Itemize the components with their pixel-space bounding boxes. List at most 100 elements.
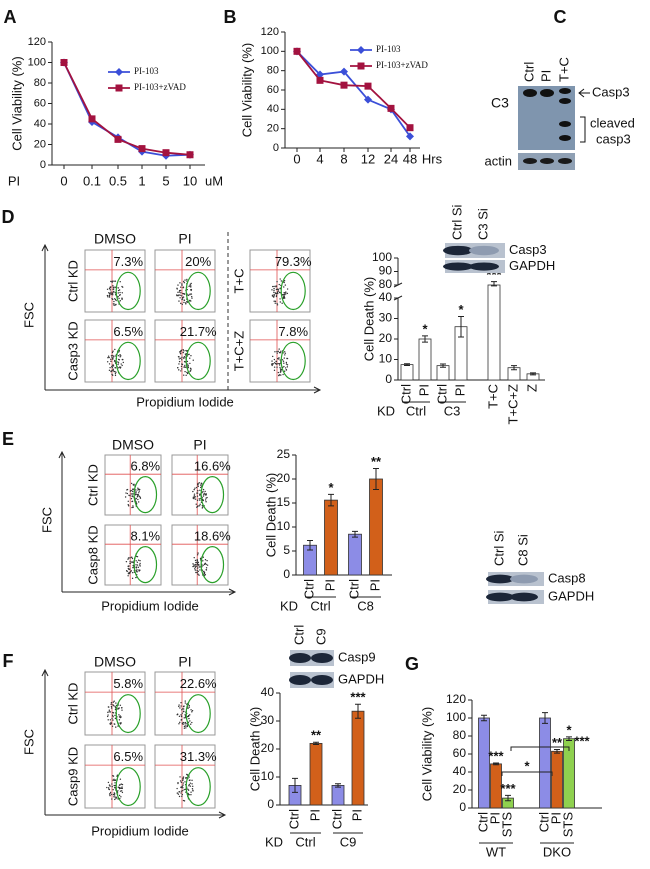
event-dot: [117, 361, 119, 363]
event-dot: [184, 366, 187, 368]
x-tick-label: Ctrl: [286, 809, 301, 829]
event-dot: [192, 789, 194, 792]
event-dot: [187, 794, 190, 796]
event-dot: [107, 787, 110, 789]
x-axis-label: Propidium Iodide: [136, 394, 234, 409]
event-dot: [187, 294, 190, 297]
error-bar: [422, 335, 428, 343]
fsc-axis: [41, 243, 49, 390]
panel-letter: B: [224, 7, 237, 27]
event-dot: [280, 350, 282, 353]
y-tick-label: 40: [267, 103, 279, 115]
event-dot: [276, 291, 279, 294]
event-dot: [117, 367, 119, 369]
event-dot: [118, 787, 121, 790]
y-axis-label: Cell Death (%): [247, 707, 262, 792]
event-dot: [274, 351, 276, 353]
event-dot: [204, 493, 207, 496]
event-dot: [275, 285, 277, 287]
error-bar: [335, 783, 341, 788]
event-dot: [112, 716, 114, 718]
event-dot: [284, 367, 287, 369]
band: [523, 89, 537, 97]
event-dot: [188, 776, 190, 778]
event-dot: [181, 303, 183, 306]
event-dot: [187, 707, 189, 710]
event-dot: [117, 287, 120, 289]
event-dot: [121, 285, 123, 288]
band: [510, 592, 538, 602]
marker: [364, 95, 372, 104]
event-dot: [127, 505, 130, 507]
event-dot: [285, 293, 287, 295]
x-tick-label: 5: [162, 173, 169, 188]
event-dot: [136, 564, 139, 566]
event-dot: [283, 370, 286, 372]
y-axis-label: Cell Viability (%): [419, 707, 434, 801]
panel-letter: E: [2, 429, 14, 449]
event-dot: [180, 302, 182, 305]
event-dot: [196, 495, 199, 497]
event-dot: [283, 281, 285, 284]
event-dot: [186, 723, 188, 725]
event-dot: [113, 298, 116, 300]
event-dot: [206, 496, 208, 499]
data-line: [63, 62, 191, 157]
bar: [331, 785, 345, 806]
event-dot: [137, 487, 139, 489]
event-dot: [125, 560, 128, 563]
marker: [406, 132, 414, 141]
error-bar: [458, 315, 464, 338]
event-dot: [193, 488, 195, 491]
event-dot: [180, 719, 183, 721]
event-dot: [110, 280, 112, 283]
event-dot: [118, 294, 121, 297]
event-dot: [108, 709, 111, 711]
marker: [387, 104, 395, 112]
significance: ***: [500, 781, 516, 796]
panel-letter: D: [2, 207, 15, 227]
event-dot: [108, 369, 111, 371]
event-dot: [107, 296, 109, 298]
y-axis-label: FSC: [39, 507, 54, 533]
event-dot: [272, 285, 274, 288]
event-dot: [129, 562, 132, 565]
band: [289, 653, 311, 663]
gate-percentage: 6.8%: [130, 458, 160, 473]
event-dot: [180, 702, 182, 704]
event-dot: [183, 800, 186, 802]
x-unit: Hrs: [422, 151, 443, 166]
event-dot: [118, 350, 121, 352]
event-dot: [184, 781, 186, 783]
event-dot: [113, 304, 115, 307]
event-dot: [111, 798, 113, 800]
event-dot: [114, 779, 116, 782]
event-dot: [121, 298, 123, 301]
gate: [115, 767, 141, 807]
event-dot: [198, 498, 200, 500]
error-bar: [505, 794, 511, 802]
fsc-axis: [58, 450, 66, 592]
event-dot: [130, 561, 133, 563]
event-dot: [188, 706, 191, 708]
event-dot: [121, 786, 123, 788]
event-dot: [275, 295, 278, 298]
event-dot: [271, 294, 274, 296]
band: [443, 245, 473, 256]
event-dot: [179, 707, 181, 709]
event-dot: [271, 360, 273, 362]
event-dot: [203, 493, 205, 496]
y-tick-label: 30: [261, 713, 275, 727]
bar: [400, 364, 414, 381]
significance: *: [328, 480, 334, 495]
event-dot: [195, 486, 198, 489]
event-dot: [276, 366, 278, 368]
group-label: C3: [444, 403, 461, 418]
event-dot: [109, 286, 111, 288]
event-dot: [183, 727, 186, 729]
band-label: Casp3: [592, 84, 630, 99]
gate: [115, 694, 141, 734]
event-dot: [136, 561, 139, 563]
lane-label: C9: [313, 628, 328, 645]
event-dot: [178, 369, 180, 371]
